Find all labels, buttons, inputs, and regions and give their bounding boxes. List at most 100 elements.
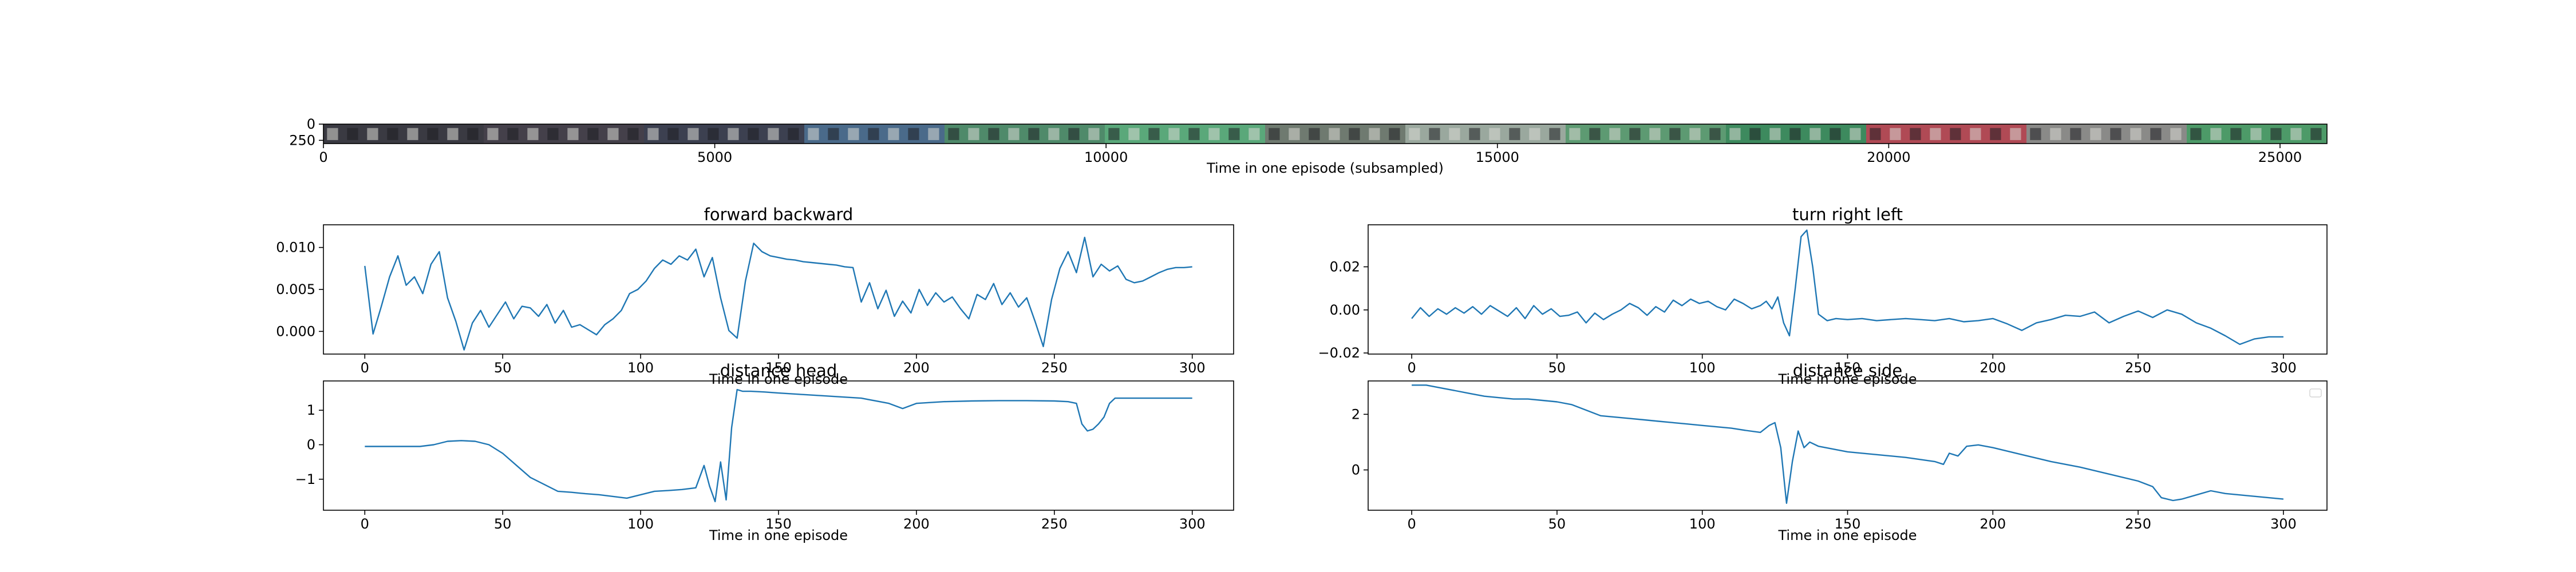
turn-right-left-x-axis-label: Time in one episode — [1777, 371, 1917, 387]
image-strip-frame-detail — [1389, 128, 1400, 140]
image-strip-frame-detail — [1128, 128, 1140, 140]
image-strip-frame-detail — [1729, 128, 1741, 140]
image-strip-frame-detail — [728, 128, 739, 140]
turn-right-left-x-tick-label: 150 — [1835, 360, 1861, 376]
image-strip-x-tick-label: 15000 — [1476, 149, 1519, 165]
image-strip-frame-detail — [848, 128, 859, 140]
turn-right-left-y-tick-label: −0.02 — [1318, 345, 1360, 361]
image-strip-frame-detail — [748, 128, 759, 140]
image-strip-frame-detail — [1208, 128, 1220, 140]
image-strip-frames — [323, 124, 2328, 144]
image-strip-frame-detail — [808, 128, 819, 140]
image-strip-frame-detail — [1669, 128, 1681, 140]
image-strip-frame-detail — [1349, 128, 1360, 140]
distance-side-x-tick-label: 200 — [1980, 516, 2006, 532]
image-strip-frame-detail — [2050, 128, 2061, 140]
turn-right-left-x-tick-label: 50 — [1548, 360, 1566, 376]
image-strip-frame-detail — [708, 128, 719, 140]
distance-head-x-ticks: 0 50 100 150 200 250 300 — [361, 510, 1206, 532]
image-strip-frame-detail — [1970, 128, 1981, 140]
image-strip-frame-detail — [2290, 128, 2302, 140]
image-strip-frame-detail — [1309, 128, 1320, 140]
distance-head-y-ticks: −1 0 1 — [295, 402, 323, 487]
image-strip-x-ticks: 0 5000 10000 15000 20000 25000 — [319, 144, 2302, 165]
forward-backward-title: forward backward — [704, 205, 854, 224]
image-strip-frame-detail — [988, 128, 999, 140]
image-strip-frame-detail — [1008, 128, 1020, 140]
turn-right-left-x-tick-label: 250 — [2125, 360, 2151, 376]
image-strip-frame-detail — [1589, 128, 1601, 140]
image-strip-frame-detail — [387, 128, 398, 140]
image-strip-frame-detail — [667, 128, 679, 140]
forward-backward-series-line — [364, 236, 1192, 351]
image-strip-frame-detail — [507, 128, 519, 140]
distance-head-y-tick-label: 1 — [307, 402, 315, 418]
image-strip-frame-detail — [1048, 128, 1060, 140]
distance-side-empty-legend — [2309, 388, 2322, 398]
distance-side-x-tick-label: 50 — [1548, 516, 1566, 532]
turn-right-left-panel: turn right left 0 50 100 150 200 250 300 −0.02… — [1318, 205, 2328, 387]
distance-side-panel: distance side 0 50 100 150 200 250 300 02 Time… — [1352, 361, 2328, 543]
forward-backward-x-tick-label: 0 — [361, 360, 369, 376]
image-strip-frame-detail — [2070, 128, 2081, 140]
image-strip-frame-detail — [447, 128, 459, 140]
image-strip-frame-detail — [1850, 128, 1861, 140]
turn-right-left-y-ticks: −0.02 0.00 0.02 — [1318, 259, 1368, 361]
distance-side-title: distance side — [1793, 361, 1903, 380]
image-strip-frame-detail — [527, 128, 539, 140]
image-strip-frame-detail — [1549, 128, 1560, 140]
forward-backward-x-tick-label: 300 — [1179, 360, 1206, 376]
image-strip-frame-detail — [407, 128, 418, 140]
turn-right-left-x-tick-label: 0 — [1407, 360, 1416, 376]
distance-head-panel: distance head 0 50 100 150 200 250 300 −1 0 1 Ti… — [295, 361, 1234, 543]
image-strip-frame-detail — [1950, 128, 1961, 140]
image-strip-frame-detail — [2090, 128, 2101, 140]
turn-right-left-title: turn right left — [1792, 205, 1903, 224]
distance-side-x-tick-label: 300 — [2270, 516, 2297, 532]
image-strip-frame-detail — [2150, 128, 2162, 140]
turn-right-left-series-line — [1411, 229, 2283, 345]
forward-backward-x-tick-label: 150 — [765, 360, 792, 376]
distance-side-series-line — [1412, 384, 2284, 504]
forward-backward-x-ticks: 0 50 100 150 200 250 300 — [361, 354, 1206, 376]
distance-side-y-ticks: 02 — [1352, 406, 1368, 478]
image-strip-frame-detail — [2310, 128, 2322, 140]
image-strip-frame-detail — [1289, 128, 1300, 140]
image-strip-x-tick-label: 10000 — [1084, 149, 1128, 165]
distance-head-x-tick-label: 100 — [627, 516, 654, 532]
image-strip-frame-detail — [1068, 128, 1080, 140]
distance-side-y-tick-label: 2 — [1352, 406, 1360, 422]
turn-right-left-x-tick-label: 100 — [1689, 360, 1716, 376]
distance-head-x-tick-label: 150 — [765, 516, 792, 532]
image-strip-frame-detail — [1269, 128, 1280, 140]
image-strip-frame-detail — [547, 128, 559, 140]
image-strip-frame-detail — [487, 128, 499, 140]
image-strip-x-tick-label: 25000 — [2258, 149, 2302, 165]
image-strip-frame-detail — [2030, 128, 2041, 140]
image-strip-frame-detail — [2190, 128, 2202, 140]
image-strip-frame-detail — [1649, 128, 1661, 140]
turn-right-left-x-ticks: 0 50 100 150 200 250 300 — [1407, 354, 2297, 376]
image-strip-frame-detail — [968, 128, 979, 140]
forward-backward-x-tick-label: 50 — [494, 360, 512, 376]
image-strip-frame-detail — [1088, 128, 1100, 140]
turn-right-left-x-tick-label: 200 — [1980, 360, 2006, 376]
image-strip-frame-detail — [868, 128, 879, 140]
image-strip-frame-detail — [467, 128, 479, 140]
forward-backward-x-tick-label: 250 — [1041, 360, 1068, 376]
image-strip-frame-detail — [2250, 128, 2262, 140]
image-strip-frame-detail — [1369, 128, 1380, 140]
forward-backward-x-tick-label: 200 — [903, 360, 930, 376]
distance-head-title: distance head — [720, 361, 837, 380]
image-strip-frame-detail — [2010, 128, 2021, 140]
image-strip-frame-detail — [1830, 128, 1841, 140]
distance-side-x-tick-label: 100 — [1689, 516, 1716, 532]
turn-right-left-y-tick-label: 0.02 — [1330, 259, 1360, 275]
turn-right-left-y-tick-label: 0.00 — [1330, 302, 1360, 318]
image-strip-frame-detail — [1489, 128, 1500, 140]
image-strip-frame-detail — [1148, 128, 1160, 140]
image-strip-frame-detail — [1429, 128, 1440, 140]
image-strip-frame-detail — [1689, 128, 1701, 140]
